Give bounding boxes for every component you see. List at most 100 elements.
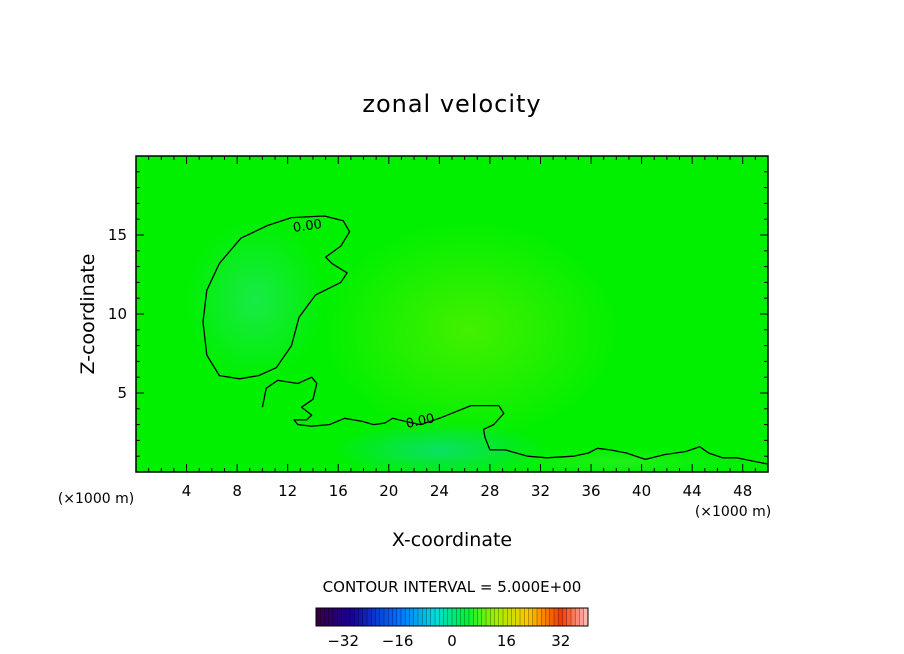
- colorbar-swatch: [498, 608, 504, 626]
- colorbar-swatch: [328, 608, 334, 626]
- plot-area: 0.00 0.00: [136, 156, 768, 472]
- colorbar-swatch: [545, 608, 551, 626]
- x-tick-label: 16: [329, 482, 348, 500]
- y-tick-label: 15: [108, 226, 127, 244]
- x-tick-label: 44: [683, 482, 702, 500]
- colorbar-swatch: [354, 608, 359, 626]
- colorbar-swatch: [401, 608, 406, 626]
- colorbar-swatch: [562, 608, 568, 626]
- colorbar-swatch: [528, 608, 534, 626]
- colorbar-swatch: [350, 608, 355, 626]
- colorbar-swatch: [515, 608, 521, 626]
- colorbar-swatch: [503, 608, 508, 626]
- colorbar-swatch: [481, 608, 487, 626]
- colorbar-swatch: [418, 608, 423, 626]
- colorbar-swatch: [566, 608, 572, 626]
- x-tick-label: 8: [232, 482, 242, 500]
- x-tick-label: 32: [531, 482, 550, 500]
- colorbar-swatch: [367, 608, 372, 626]
- colorbar-swatch: [324, 608, 330, 626]
- contour-label-upper: 0.00: [292, 217, 323, 236]
- colorbar-swatch: [537, 608, 542, 626]
- colorbar-swatch: [379, 608, 385, 626]
- colorbar-swatch: [469, 608, 474, 626]
- colorbar-swatch: [439, 608, 444, 626]
- colorbar-swatch: [549, 608, 555, 626]
- colorbar-frame: [315, 607, 589, 627]
- colorbar-swatch: [575, 608, 580, 626]
- colorbar-swatch: [388, 608, 393, 626]
- zero-contour-lower: [261, 376, 768, 465]
- chart-title: zonal velocity: [362, 90, 541, 118]
- colorbar-swatch: [520, 608, 525, 626]
- colorbar-swatch: [435, 608, 440, 626]
- colorbar-swatch: [524, 608, 529, 626]
- y-tick-label: 10: [108, 305, 127, 323]
- colorbar-tick-label: 16: [497, 632, 516, 650]
- field-shading-near-surface: [330, 422, 550, 472]
- x-tick-label: 12: [278, 482, 297, 500]
- colorbar-tick-label: 32: [551, 632, 570, 650]
- colorbar-swatch: [486, 608, 491, 626]
- contour-label-lower: 0.00: [405, 411, 436, 432]
- colorbar-swatch: [375, 608, 381, 626]
- colorbar-swatch: [422, 608, 427, 626]
- colorbar-swatch: [345, 608, 351, 626]
- colorbar-swatch: [507, 608, 512, 626]
- colorbar-swatch: [392, 608, 398, 626]
- colorbar-swatch: [473, 608, 478, 626]
- colorbar-tick-label: 0: [447, 632, 457, 650]
- colorbar-swatch: [541, 608, 546, 626]
- colorbar-swatch: [460, 608, 466, 626]
- colorbar-swatch: [558, 608, 563, 626]
- x-tick-label: 20: [379, 482, 398, 500]
- y-axis-ticks: 5 10 15: [108, 171, 768, 457]
- colorbar-swatch: [405, 608, 410, 626]
- colorbar-swatch: [362, 608, 368, 626]
- x-axis-label: X-coordinate: [392, 529, 512, 551]
- colorbar-swatch: [583, 608, 589, 626]
- x-tick-label: 40: [632, 482, 651, 500]
- colorbar-swatch: [384, 608, 389, 626]
- colorbar-tick-label: −16: [382, 632, 414, 650]
- colorbar-swatch: [396, 608, 402, 626]
- colorbar-swatch: [320, 608, 325, 626]
- zero-contours: [202, 215, 768, 465]
- colorbar-swatch: [371, 608, 376, 626]
- colorbar-swatch: [337, 608, 342, 626]
- colorbar-swatch: [426, 608, 432, 626]
- x-tick-label: 4: [182, 482, 192, 500]
- colorbar-swatch: [456, 608, 461, 626]
- zero-contour-upper: [202, 215, 351, 380]
- x-units-right: (×1000 m): [695, 504, 771, 520]
- colorbar-swatch: [571, 608, 576, 626]
- colorbar-swatch: [477, 608, 483, 626]
- colorbar-swatch: [333, 608, 338, 626]
- colorbar: [315, 607, 589, 627]
- colorbar-swatch: [452, 608, 457, 626]
- x-tick-label: 36: [581, 482, 600, 500]
- x-tick-label: 48: [733, 482, 752, 500]
- colorbar-swatch: [490, 608, 495, 626]
- y-tick-label: 5: [117, 384, 127, 402]
- x-axis-ticks: 4 8 12 16 20 24 28 32 36 40 44 48: [148, 156, 756, 500]
- colorbar-swatch: [532, 608, 538, 626]
- colorbar-swatch: [409, 608, 415, 626]
- colorbar-tick-label: −32: [327, 632, 359, 650]
- colorbar-ticks: −32 −16 0 16 32: [327, 632, 570, 650]
- colorbar-swatch: [358, 608, 364, 626]
- field-shading-upper-jet: [185, 220, 325, 380]
- colorbar-swatch: [447, 608, 453, 626]
- field-shading-surface-right: [500, 448, 740, 472]
- x-tick-label: 24: [430, 482, 449, 500]
- colorbar-swatch: [341, 608, 347, 626]
- colorbar-swatch: [464, 608, 470, 626]
- x-tick-label: 28: [480, 482, 499, 500]
- colorbar-swatch: [579, 608, 585, 626]
- colorbar-swatch: [511, 608, 517, 626]
- colorbar-swatch: [494, 608, 500, 626]
- colorbar-swatch: [316, 608, 321, 626]
- contour-interval-label: CONTOUR INTERVAL = 5.000E+00: [323, 578, 582, 596]
- colorbar-swatch: [443, 608, 449, 626]
